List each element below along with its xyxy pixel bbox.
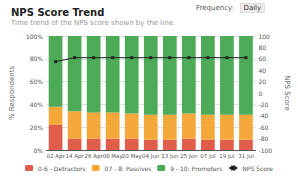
svg-text:14 Apr: 14 Apr — [65, 153, 84, 160]
svg-text:-20: -20 — [258, 101, 268, 108]
svg-text:02 Apr: 02 Apr — [46, 153, 65, 160]
svg-text:% Respondents: % Respondents — [8, 66, 16, 120]
svg-text:100%: 100% — [26, 33, 43, 40]
svg-text:25 Jun: 25 Jun — [180, 153, 198, 160]
svg-text:40: 40 — [258, 67, 266, 74]
svg-text:60: 60 — [258, 55, 266, 62]
svg-text:07 - 8: Passives: 07 - 8: Passives — [105, 165, 152, 172]
svg-text:26 Apr: 26 Apr — [85, 153, 104, 160]
svg-text:07 Jul: 07 Jul — [200, 153, 216, 160]
svg-text:20%: 20% — [30, 124, 44, 131]
svg-text:60%: 60% — [30, 78, 44, 85]
svg-text:13 Jun: 13 Jun — [161, 153, 179, 160]
svg-text:08 May: 08 May — [103, 153, 124, 160]
svg-text:20: 20 — [258, 78, 266, 85]
svg-text:20 May: 20 May — [122, 153, 143, 160]
svg-text:Frequency:: Frequency: — [196, 4, 234, 12]
svg-text:-100: -100 — [258, 147, 272, 154]
svg-text:Daily: Daily — [244, 4, 262, 12]
svg-text:80%: 80% — [30, 55, 44, 62]
svg-text:0%: 0% — [34, 147, 44, 154]
svg-text:9 - 10: Promoters: 9 - 10: Promoters — [170, 165, 222, 172]
svg-text:-80: -80 — [258, 135, 268, 142]
svg-text:100: 100 — [258, 33, 270, 40]
svg-text:19 Jul: 19 Jul — [219, 153, 235, 160]
svg-text:0: 0 — [258, 90, 262, 97]
svg-text:04 Jun: 04 Jun — [142, 153, 160, 160]
svg-text:-60: -60 — [258, 124, 268, 131]
svg-text:-40: -40 — [258, 112, 268, 119]
svg-text:80: 80 — [258, 44, 266, 51]
svg-text:40%: 40% — [30, 101, 44, 108]
svg-text:0-6 - Detractors: 0-6 - Detractors — [38, 165, 86, 172]
svg-text:NPS Score: NPS Score — [283, 75, 291, 111]
svg-text:NPS Score: NPS Score — [242, 165, 273, 172]
svg-text:Time trend of the NPS score sh: Time trend of the NPS score shown by the… — [10, 19, 175, 27]
svg-text:31 Jul: 31 Jul — [238, 153, 254, 160]
svg-text:NPS Score Trend: NPS Score Trend — [11, 7, 104, 18]
